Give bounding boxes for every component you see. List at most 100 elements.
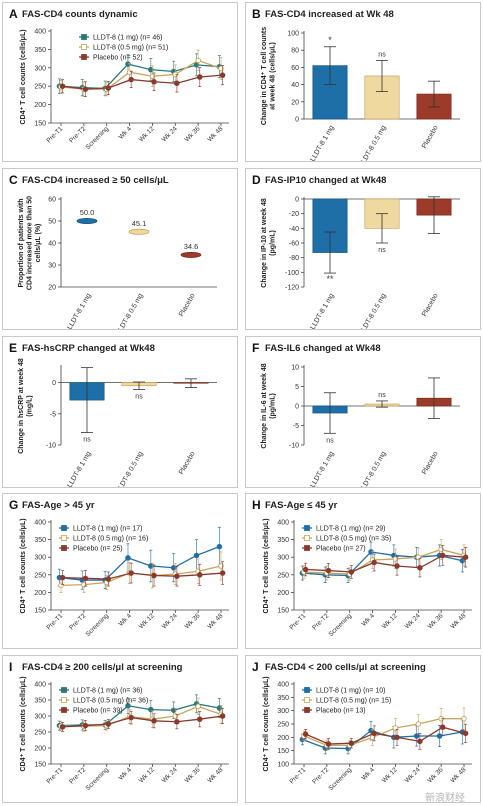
x-tick-label: Wk 36 xyxy=(184,125,202,143)
legend-marker xyxy=(81,54,87,60)
data-point xyxy=(128,570,134,576)
x-tick-label: LLDT-8 0.5 mg xyxy=(116,450,145,488)
data-point xyxy=(196,74,203,80)
data-point xyxy=(125,555,131,561)
panel-a: A FAS-CD4 counts dynamic CD4⁺ T cell count… xyxy=(2,2,238,162)
data-point xyxy=(436,733,443,739)
y-tick-label: -5 xyxy=(293,423,299,430)
x-tick-label: Screening xyxy=(327,612,353,638)
y-tick-label: -20 xyxy=(289,211,299,218)
panel-title: FAS-Age > 45 yr xyxy=(22,500,95,511)
data-point xyxy=(174,719,180,725)
y-tick-label: 5 xyxy=(295,384,299,391)
chart-a: A FAS-CD4 counts dynamic CD4⁺ T cell count… xyxy=(9,7,229,151)
legend-entry: LLDT-8 (0.5 mg) (n= 36) xyxy=(73,698,148,705)
y-tick-label: 0 xyxy=(295,404,299,411)
data-point xyxy=(125,703,131,709)
x-tick-label: Wk 36 xyxy=(184,612,202,630)
data-point xyxy=(462,730,469,737)
y-tick-label: 250 xyxy=(34,572,46,579)
panel-letter: H xyxy=(252,498,261,512)
series-line xyxy=(62,715,223,728)
y-tick-label: 150 xyxy=(277,608,289,615)
y-tick-label: 100 xyxy=(277,762,289,769)
y-tick-label: 300 xyxy=(34,65,46,72)
significance-label: * xyxy=(328,35,332,45)
y-tick-label: 10 xyxy=(291,365,299,372)
panel-title: FAS-IL6 changed at Wk48 xyxy=(265,343,381,354)
significance-label: ns xyxy=(378,247,386,254)
x-tick-label: Pre-T2 xyxy=(311,766,330,785)
data-point xyxy=(105,721,112,727)
data-point xyxy=(58,582,64,589)
y-tick-label: 80 xyxy=(291,48,299,55)
x-tick-label: Screening xyxy=(84,766,110,792)
data-point xyxy=(462,554,469,560)
legend-entry: LLDT-8 (1 mg) (n= 17) xyxy=(73,526,142,533)
x-tick-label: Pre-T2 xyxy=(68,766,87,785)
x-tick-label: Screening xyxy=(327,766,353,792)
y-tick-label: 250 xyxy=(277,722,289,729)
x-tick-label: Wk 24 xyxy=(161,612,179,630)
panel-letter: E xyxy=(9,341,17,355)
x-tick-label: Wk 4 xyxy=(361,612,377,628)
panel-title: FAS-CD4 increased at Wk 48 xyxy=(265,9,394,20)
data-point xyxy=(218,65,224,72)
data-point xyxy=(219,713,226,719)
data-point xyxy=(371,559,377,566)
x-tick-label: Wk 36 xyxy=(427,612,445,630)
data-point xyxy=(151,572,157,579)
y-tick-label: 200 xyxy=(34,102,46,109)
panel-d: D FAS-IP10 changed at Wk48 Change in IP-10… xyxy=(245,168,481,330)
data-point xyxy=(348,569,355,575)
y-tick-label: -10 xyxy=(46,443,56,450)
data-point xyxy=(149,73,156,80)
panel-c: C FAS-CD4 increased ≥ 50 cells/μL Proporti… xyxy=(2,168,238,330)
data-point xyxy=(218,563,224,569)
y-tick-label: 400 xyxy=(34,520,46,527)
y-tick-label: 200 xyxy=(34,590,46,597)
y-axis-label: CD4⁺ T cell counts (cells/μL) xyxy=(263,518,270,613)
x-tick-label: LLDT-8 1 mg xyxy=(309,292,335,330)
panel-letter: J xyxy=(252,660,259,674)
y-tick-label: 250 xyxy=(277,572,289,579)
y-tick-label: 350 xyxy=(34,537,46,544)
data-point xyxy=(174,80,180,87)
data-point xyxy=(368,549,374,555)
legend-marker xyxy=(304,707,310,713)
y-tick-label: -40 xyxy=(289,226,299,233)
legend-entry: LLDT-8 (0.5 mg) (n= 51) xyxy=(93,45,168,52)
x-tick-label: LLDT-8 1 mg xyxy=(309,450,335,488)
data-point xyxy=(170,707,177,713)
legend-marker xyxy=(61,687,67,693)
significance-label: ns xyxy=(83,437,91,444)
significance-label: ns xyxy=(378,52,386,59)
y-tick-label: 300 xyxy=(277,555,289,562)
legend-marker xyxy=(304,525,310,531)
chart-c: C FAS-CD4 increased ≥ 50 cells/μL Proporti… xyxy=(9,173,217,330)
chart-h: H FAS-Age ≤ 45 yr CD4⁺ T cell counts (cell… xyxy=(252,498,472,638)
legend-entry: Placebo (n= 27) xyxy=(316,546,366,553)
x-tick-label: Placebo xyxy=(421,450,440,475)
y-axis-label: CD4⁺ T cell counts (cells/μL) xyxy=(20,676,27,771)
legend-marker xyxy=(304,535,310,541)
data-point xyxy=(59,724,66,730)
x-tick-label: LLDT-8 0.5 mg xyxy=(116,292,145,330)
x-tick-label: Pre-T1 xyxy=(45,125,64,144)
y-axis-label: CD4⁺ T cell counts (cells/μL) xyxy=(20,518,27,613)
y-tick-label: 20 xyxy=(291,99,299,106)
data-point xyxy=(128,76,134,83)
legend-entry: Placebo (n= 25) xyxy=(73,546,123,553)
y-tick-label: 150 xyxy=(34,121,46,128)
x-tick-label: Wk 48 xyxy=(449,612,467,630)
data-point xyxy=(348,740,355,746)
y-tick-label: -100 xyxy=(285,270,299,277)
y-axis-label: (pg/mL) xyxy=(270,230,277,256)
chart-b: B FAS-CD4 increased at Wk 48 Change in CD4… xyxy=(252,7,460,161)
y-tick-label: -60 xyxy=(289,241,299,248)
x-tick-label: Wk 48 xyxy=(449,766,467,784)
panel-b: B FAS-CD4 increased at Wk 48 Change in CD4… xyxy=(245,2,481,162)
y-tick-label: -10 xyxy=(289,443,299,450)
y-tick-label: 40 xyxy=(48,241,56,248)
x-tick-label: Wk 12 xyxy=(138,612,156,630)
